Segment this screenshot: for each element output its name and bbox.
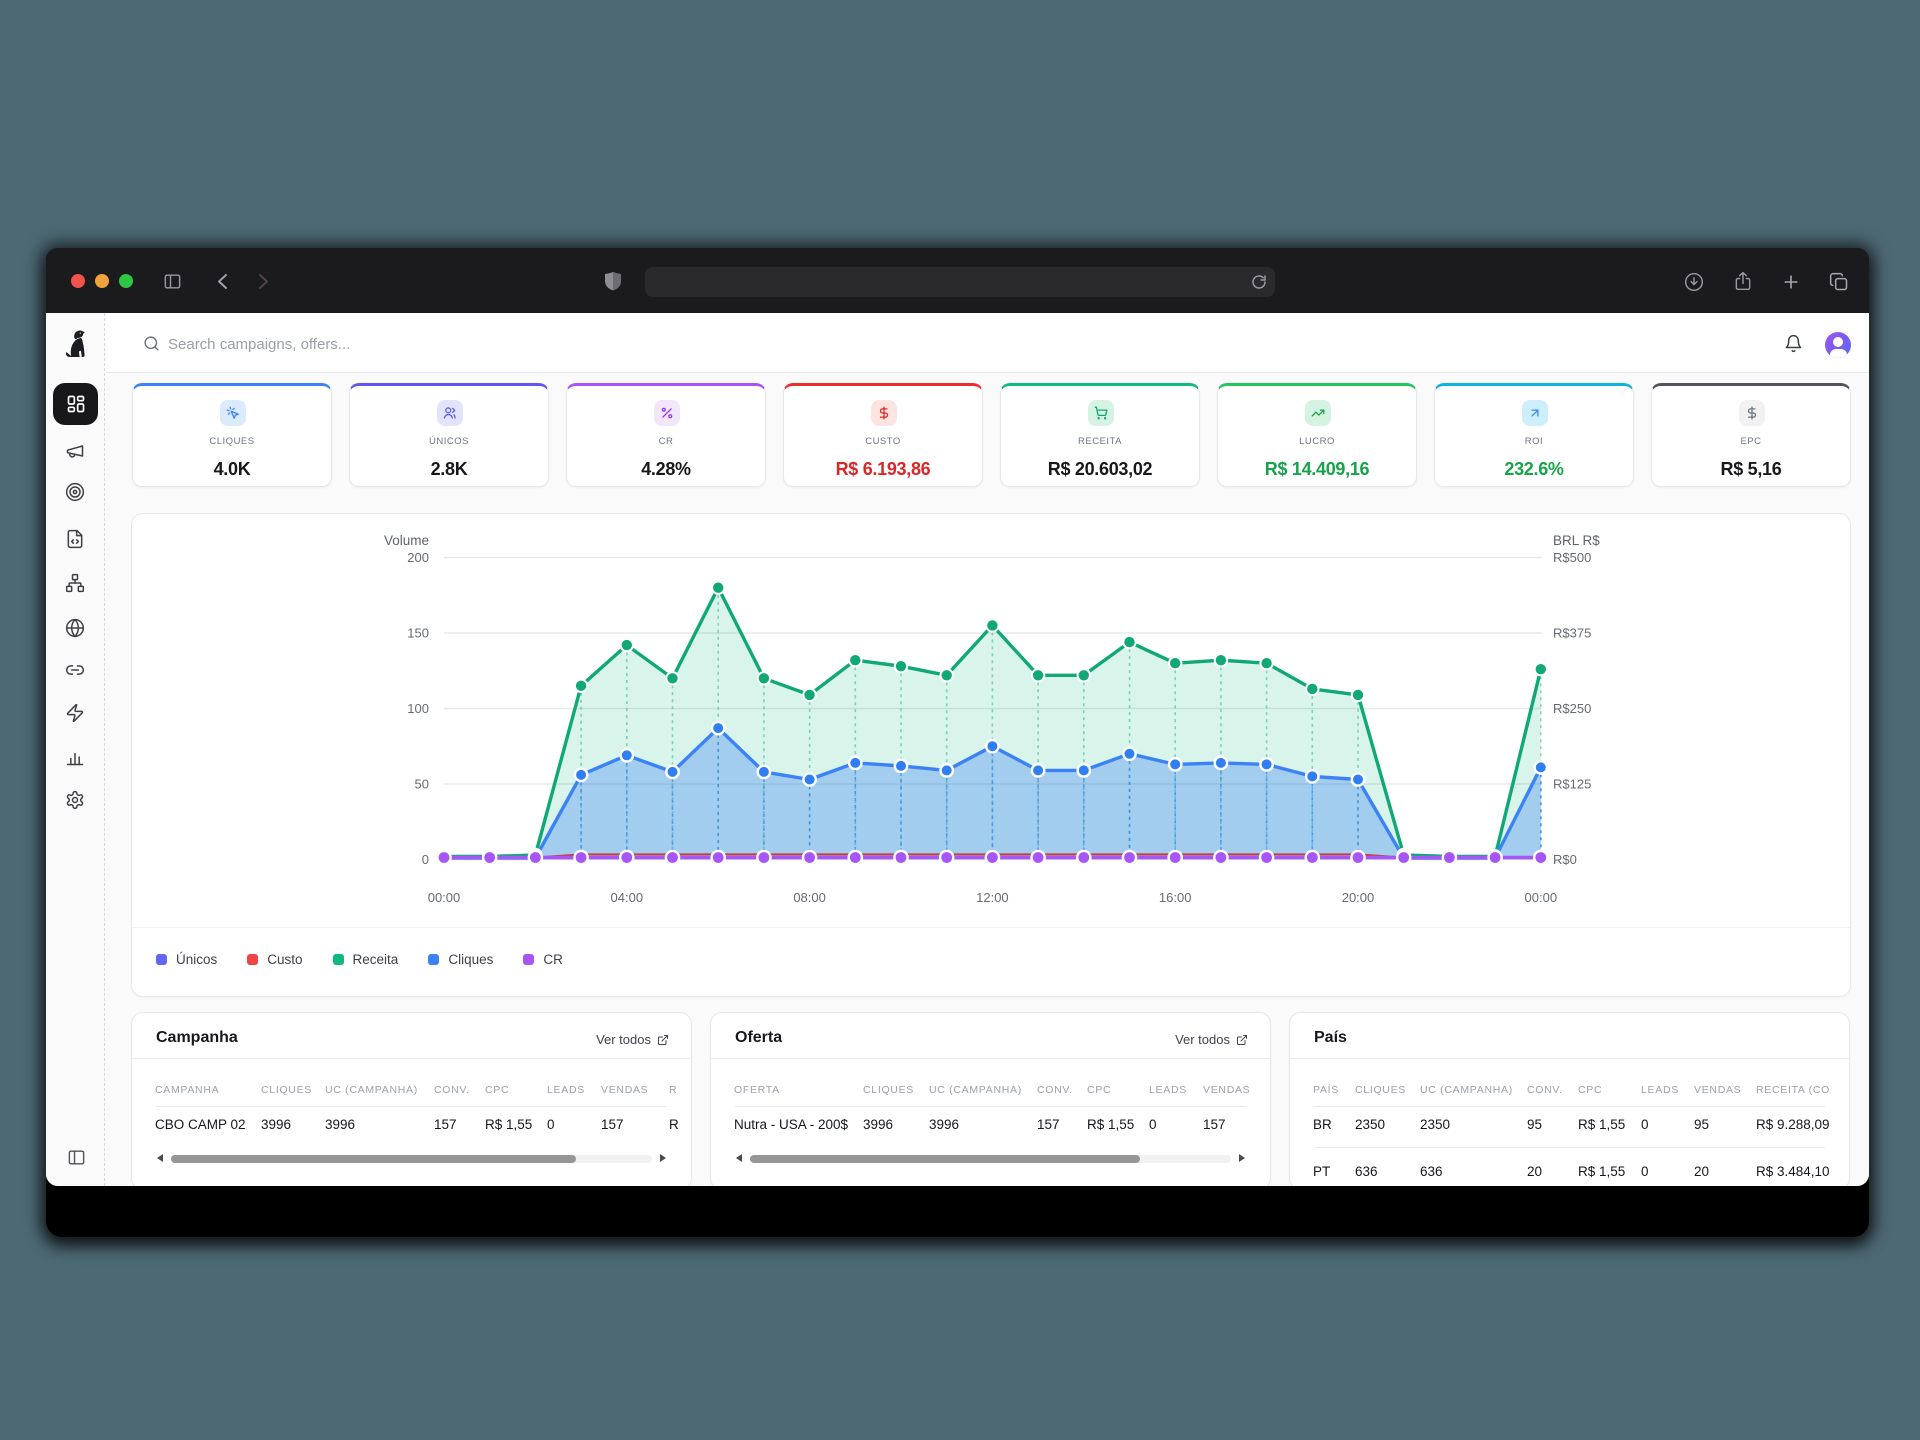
- svg-text:Volume: Volume: [384, 533, 429, 548]
- svg-text:200: 200: [407, 550, 429, 565]
- svg-text:00:00: 00:00: [428, 890, 461, 905]
- svg-text:R$250: R$250: [1553, 701, 1591, 716]
- svg-text:50: 50: [415, 777, 429, 792]
- svg-text:R$500: R$500: [1553, 550, 1591, 565]
- svg-text:R$125: R$125: [1553, 777, 1591, 792]
- svg-text:16:00: 16:00: [1159, 890, 1192, 905]
- svg-text:R$0: R$0: [1553, 852, 1577, 867]
- svg-text:0: 0: [422, 852, 429, 867]
- svg-text:150: 150: [407, 626, 429, 641]
- svg-text:100: 100: [407, 701, 429, 716]
- svg-text:00:00: 00:00: [1525, 890, 1558, 905]
- svg-text:R$375: R$375: [1553, 626, 1591, 641]
- svg-text:20:00: 20:00: [1342, 890, 1375, 905]
- svg-text:04:00: 04:00: [611, 890, 644, 905]
- svg-text:12:00: 12:00: [976, 890, 1009, 905]
- svg-text:08:00: 08:00: [793, 890, 826, 905]
- svg-text:BRL R$: BRL R$: [1553, 533, 1600, 548]
